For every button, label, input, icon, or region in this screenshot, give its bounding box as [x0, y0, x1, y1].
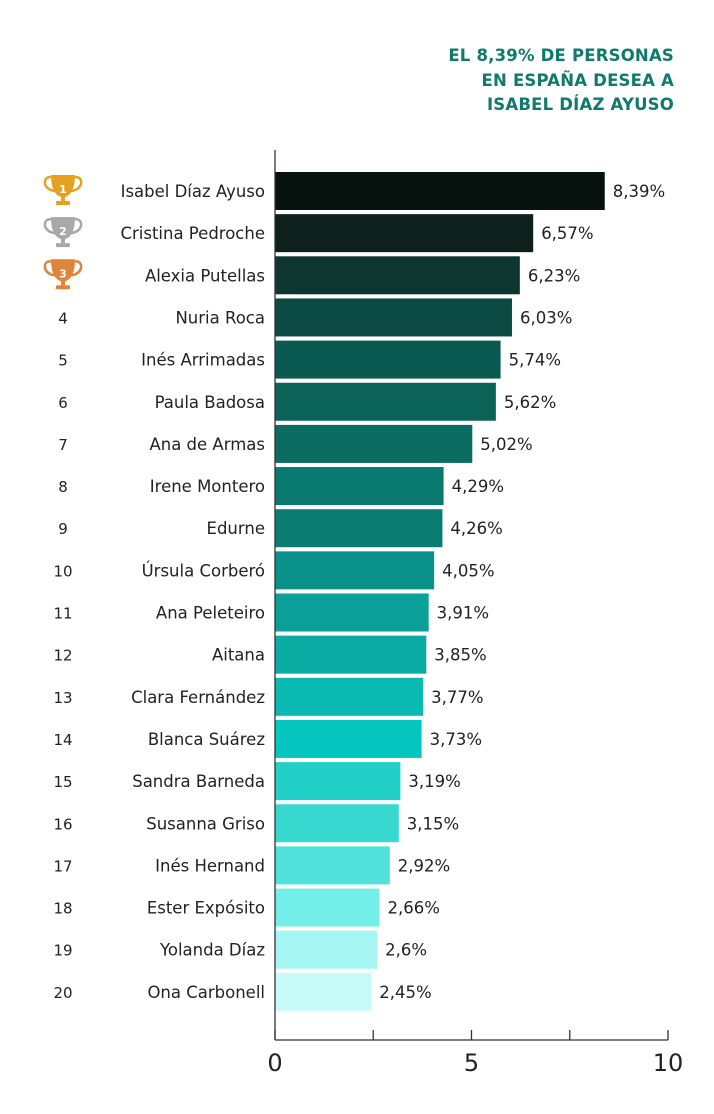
- rank-number: 12: [53, 647, 72, 665]
- value-label: 6,03%: [520, 308, 572, 327]
- rank-number: 3: [59, 267, 67, 280]
- value-label: 2,45%: [379, 983, 431, 1002]
- category-label: Aitana: [212, 646, 265, 665]
- rank-number: 15: [53, 773, 72, 791]
- bar: [275, 382, 496, 421]
- category-label: Isabel Díaz Ayuso: [121, 182, 265, 201]
- x-tick-label: 10: [653, 1049, 684, 1077]
- value-label: 4,29%: [452, 477, 504, 496]
- bar: [275, 467, 444, 506]
- bar: [275, 888, 380, 927]
- bar: [275, 256, 520, 295]
- rank-number: 11: [53, 605, 72, 623]
- value-label: 4,05%: [442, 561, 494, 580]
- title-line: ISABEL DÍAZ AYUSO: [486, 95, 674, 114]
- rank-number: 8: [58, 478, 68, 496]
- value-label: 6,57%: [541, 224, 593, 243]
- value-label: 3,15%: [407, 814, 459, 833]
- value-label: 3,77%: [431, 688, 483, 707]
- bar: [275, 930, 378, 969]
- category-label: Nuria Roca: [175, 308, 265, 327]
- chart-title: EL 8,39% DE PERSONAS EN ESPAÑA DESEA A I…: [448, 44, 674, 118]
- value-label: 4,26%: [450, 519, 502, 538]
- category-label: Ester Expósito: [147, 899, 265, 918]
- bar: [275, 719, 422, 758]
- gold-trophy-icon: [43, 175, 83, 205]
- bar: [275, 340, 501, 379]
- value-label: 5,02%: [480, 435, 532, 454]
- rank-number: 1: [59, 183, 67, 196]
- category-label: Paula Badosa: [155, 393, 265, 412]
- category-label: Inés Hernand: [155, 856, 265, 875]
- category-label: Sandra Barneda: [132, 772, 265, 791]
- rank-number: 10: [53, 562, 72, 580]
- title-line: EN ESPAÑA DESEA A: [481, 70, 674, 90]
- rank-number: 14: [53, 731, 72, 749]
- rank-number: 6: [58, 394, 68, 412]
- bar: [275, 424, 473, 463]
- rank-number: 7: [58, 436, 68, 454]
- rank-number: 16: [53, 815, 72, 833]
- rank-number: 5: [58, 352, 68, 370]
- value-label: 2,92%: [398, 856, 450, 875]
- bar: [275, 677, 424, 716]
- category-label: Úrsula Corberó: [142, 561, 265, 580]
- bar: [275, 846, 390, 885]
- category-label: Blanca Suárez: [148, 730, 265, 749]
- rank-number: 19: [53, 942, 72, 960]
- value-label: 6,23%: [528, 266, 580, 285]
- rank-number: 4: [58, 309, 68, 327]
- value-label: 5,74%: [509, 351, 561, 370]
- category-label: Alexia Putellas: [145, 266, 265, 285]
- bar: [275, 635, 427, 674]
- value-label: 3,91%: [437, 604, 489, 623]
- bar: [275, 172, 605, 210]
- value-label: 3,73%: [430, 730, 482, 749]
- bronze-trophy-icon: [43, 259, 83, 290]
- category-label: Irene Montero: [150, 477, 265, 496]
- bar: [275, 214, 534, 253]
- rank-number: 2: [59, 225, 67, 238]
- bar: [275, 762, 401, 801]
- value-label: 3,19%: [408, 772, 460, 791]
- bar: [275, 298, 512, 337]
- rank-number: 17: [53, 857, 72, 875]
- value-label: 2,6%: [385, 941, 427, 960]
- value-label: 5,62%: [504, 393, 556, 412]
- rank-number: 18: [53, 900, 72, 918]
- category-label: Yolanda Díaz: [159, 941, 265, 960]
- value-label: 2,66%: [388, 899, 440, 918]
- rank-number: 13: [53, 689, 72, 707]
- category-label: Clara Fernández: [131, 688, 265, 707]
- category-label: Edurne: [207, 519, 265, 538]
- value-label: 3,85%: [434, 646, 486, 665]
- rank-number: 9: [58, 520, 68, 538]
- x-tick-label: 0: [267, 1049, 282, 1077]
- x-tick-label: 5: [464, 1049, 479, 1077]
- category-label: Cristina Pedroche: [120, 224, 265, 243]
- title-line: EL 8,39% DE PERSONAS: [448, 46, 674, 65]
- category-label: Ana de Armas: [149, 435, 265, 454]
- category-label: Ona Carbonell: [147, 983, 265, 1002]
- category-label: Inés Arrimadas: [141, 351, 265, 370]
- value-label: 8,39%: [613, 182, 665, 201]
- bar: [275, 509, 443, 548]
- silver-trophy-icon: [43, 217, 83, 248]
- category-label: Susanna Griso: [146, 814, 265, 833]
- category-label: Ana Peleteiro: [156, 604, 265, 623]
- rank-number: 20: [53, 984, 72, 1002]
- bar: [275, 593, 429, 632]
- bar: [275, 972, 372, 1011]
- bar: [275, 551, 435, 590]
- bar: [275, 804, 399, 843]
